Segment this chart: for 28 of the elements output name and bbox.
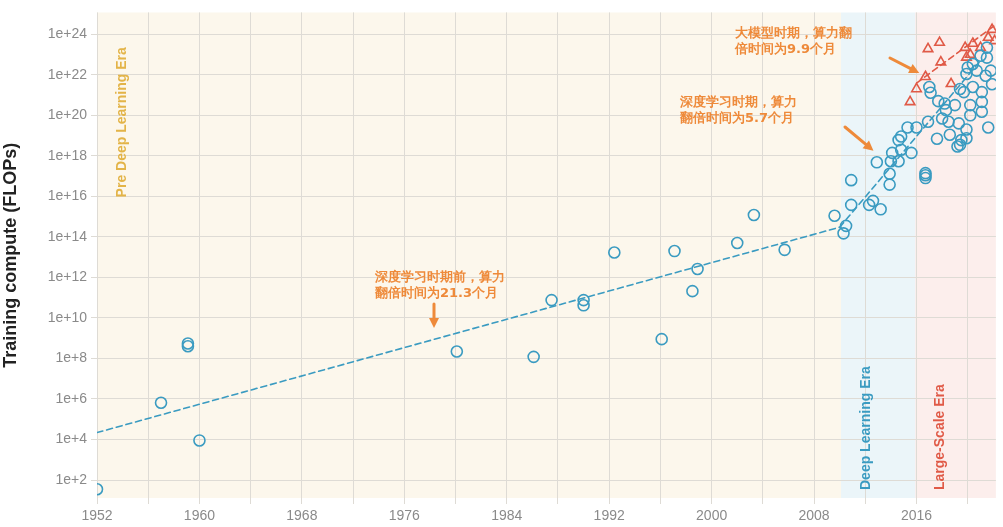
y-tick-label: 1e+6 [55,389,88,406]
y-tick-label: 1e+18 [47,146,88,163]
annotation: 大模型时期，算力翻倍时间为9.9个月 [734,24,852,56]
x-tick-label: 2008 [798,507,830,524]
y-tick-label: 1e+4 [55,430,88,447]
x-tick-label: 1952 [81,507,113,524]
x-tick-label: 1976 [388,507,421,524]
band-label: Deep Learning Era [856,366,873,490]
x-tick-label: 1992 [593,507,625,524]
annotation: 深度学习时期，算力翻倍时间为5.7个月 [679,93,797,125]
annotation: 深度学习时期前，算力翻倍时间为21.3个月 [374,268,505,300]
y-axis-title: Training compute (FLOPs) [0,142,20,368]
band-label: Large-Scale Era [931,383,948,490]
y-tick-label: 1e+10 [47,308,88,325]
band-label: Pre Deep Learning Era [112,47,129,198]
y-tick-label: 1e+14 [47,227,88,244]
y-tick-label: 1e+12 [47,268,88,285]
y-tick-label: 1e+24 [47,25,88,42]
y-tick-label: 1e+22 [47,65,88,82]
x-tick-label: 1968 [286,507,318,524]
y-tick-label: 1e+20 [47,106,88,123]
x-tick-label: 1984 [491,507,523,524]
y-tick-label: 1e+16 [47,187,88,204]
y-tick-label: 1e+8 [55,349,88,366]
x-tick-label: 1960 [183,507,216,524]
x-tick-label: 2000 [696,507,728,524]
y-tick-label: 1e+2 [55,470,88,487]
x-tick-label: 2016 [900,507,933,524]
